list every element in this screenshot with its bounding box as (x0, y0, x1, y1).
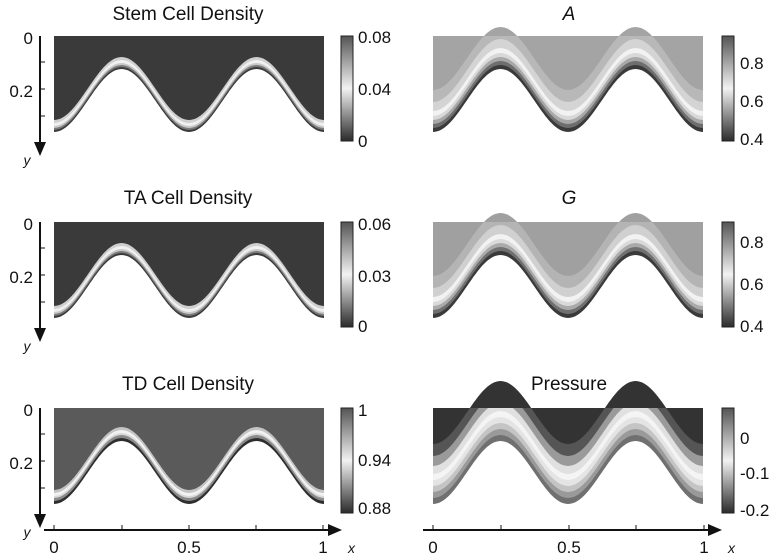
colorbar-tick: 0.06 (358, 215, 391, 234)
colorbar-tick: 0 (358, 317, 367, 336)
field-band-pressure-8 (433, 381, 703, 444)
field-band-stem-5 (54, 36, 324, 120)
panel-title-G: G (562, 188, 577, 209)
colorbar-G: 0.8 0.6 0.4 (721, 221, 764, 336)
y-tick: 0 (24, 29, 33, 48)
colorbar-tick: 0.08 (358, 28, 391, 47)
y-tick: 0 (24, 401, 33, 420)
heatmap-A (433, 27, 703, 132)
heatmap-stem (54, 36, 324, 132)
x-tick: 0.5 (557, 538, 581, 557)
y-axis-row2: 0 0.2 y (9, 215, 46, 354)
colorbar-tick: 0 (358, 132, 367, 151)
colorbar-tick: 0.88 (358, 499, 391, 518)
colorbar-pressure: 0 -0.1 -0.2 (721, 407, 769, 520)
heatmap-G (433, 213, 703, 318)
y-axis-label: y (23, 524, 32, 540)
x-axis-left: 0 0.5 1 x (44, 524, 356, 557)
colorbar-ta: 0.06 0.03 0 (340, 215, 391, 336)
x-tick: 0 (49, 538, 58, 557)
x-tick: 0.5 (177, 538, 201, 557)
colorbar-stem: 0.08 0.04 0 (340, 28, 391, 151)
y-axis-label: y (23, 338, 32, 354)
colorbar-tick: 0.03 (358, 267, 391, 286)
y-tick: 0 (24, 215, 33, 234)
x-tick: 1 (699, 538, 708, 557)
panel-title-ta: TA Cell Density (124, 188, 253, 209)
panel-title-td: TD Cell Density (122, 374, 254, 395)
colorbar-tick: 0.6 (740, 92, 764, 111)
x-axis-right: 0 0.5 1 x (423, 524, 736, 557)
x-tick: 0 (428, 538, 437, 557)
x-tick: 1 (318, 538, 327, 557)
field-band-G-7 (433, 213, 703, 276)
colorbar-tick: 0.8 (740, 233, 764, 252)
field-band-A-7 (433, 27, 703, 90)
colorbar-tick: 0.8 (740, 54, 764, 73)
panel-title-A: A (562, 4, 576, 25)
colorbar-tick: 0.4 (740, 130, 764, 149)
x-axis-label: x (347, 540, 356, 556)
y-tick: 0.2 (9, 268, 33, 287)
y-axis-row1: 0 0.2 y (9, 29, 46, 168)
colorbar-tick: 0.04 (358, 80, 391, 99)
colorbar-tick: 0.6 (740, 275, 764, 294)
y-axis-label: y (23, 152, 32, 168)
colorbar-tick: 0.4 (740, 317, 764, 336)
colorbar-tick: 0.94 (358, 451, 391, 470)
heatmap-td (54, 408, 324, 504)
panel-title-pressure: Pressure (531, 374, 607, 395)
colorbar-tick: 0 (740, 429, 749, 448)
colorbar-tick: -0.1 (740, 464, 769, 483)
colorbar-tick: -0.2 (740, 501, 769, 520)
field-band-td-5 (54, 408, 324, 490)
x-axis-label: x (727, 540, 736, 556)
panel-title-stem: Stem Cell Density (113, 4, 264, 25)
colorbar-tick: 1 (358, 401, 367, 420)
y-axis-row3: 0 0.2 y (9, 401, 46, 540)
heatmap-pressure (433, 381, 703, 504)
y-tick: 0.2 (9, 454, 33, 473)
colorbar-A: 0.8 0.6 0.4 (721, 35, 764, 149)
colorbar-td: 1 0.94 0.88 (340, 401, 391, 518)
y-tick: 0.2 (9, 82, 33, 101)
field-band-ta-5 (54, 222, 324, 306)
heatmap-ta (54, 222, 324, 318)
